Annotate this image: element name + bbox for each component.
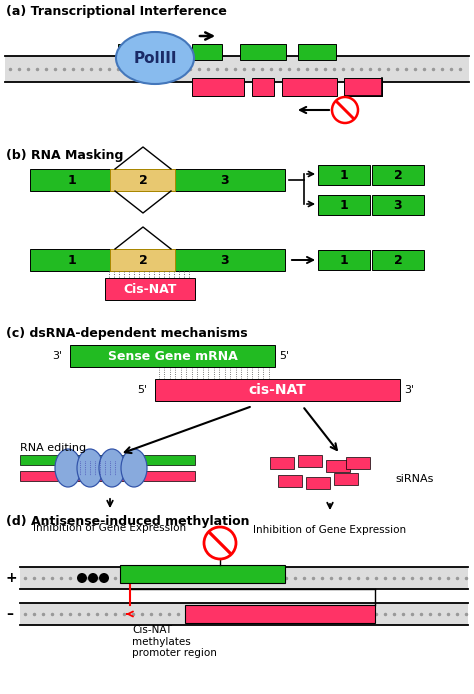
Text: 2: 2 (393, 253, 402, 266)
Text: Sense Gene mRNA: Sense Gene mRNA (108, 350, 237, 362)
Bar (30, 169, 285, 191)
Bar (278, 475, 302, 487)
Ellipse shape (121, 449, 147, 487)
Bar (344, 78, 382, 96)
Text: 1: 1 (68, 253, 76, 266)
Bar (372, 250, 424, 270)
Bar (192, 78, 244, 96)
Bar (326, 460, 350, 472)
Bar (298, 44, 336, 60)
Text: 1: 1 (340, 253, 348, 266)
Bar (318, 195, 370, 215)
Bar (306, 477, 330, 489)
Bar (346, 457, 370, 469)
Text: 2: 2 (138, 253, 147, 266)
Text: 5': 5' (279, 351, 289, 361)
Text: siRNAs: siRNAs (395, 474, 433, 484)
Text: 3: 3 (221, 174, 229, 187)
Text: 3': 3' (404, 385, 414, 395)
Bar (318, 165, 370, 185)
Bar (120, 565, 285, 583)
Bar (372, 165, 424, 185)
Bar (5, 56, 469, 82)
Circle shape (77, 573, 87, 583)
Ellipse shape (99, 449, 125, 487)
Text: (b) RNA Masking: (b) RNA Masking (6, 149, 123, 162)
Ellipse shape (55, 449, 81, 487)
Bar (105, 278, 195, 300)
Text: 2: 2 (393, 169, 402, 182)
Text: 3: 3 (221, 253, 229, 266)
Ellipse shape (116, 32, 194, 84)
Bar (282, 78, 337, 96)
Circle shape (204, 527, 236, 559)
Text: 2: 2 (138, 174, 147, 187)
Text: –: – (6, 607, 13, 621)
Bar (334, 473, 358, 485)
Text: (a) Transcriptional Interference: (a) Transcriptional Interference (6, 5, 227, 18)
Text: 3': 3' (52, 351, 62, 361)
Text: cis-NAT: cis-NAT (249, 383, 306, 397)
Text: Inhibition of Gene Expression: Inhibition of Gene Expression (254, 525, 407, 535)
Text: Cis-NAT: Cis-NAT (123, 282, 177, 296)
Bar (20, 567, 468, 589)
Bar (118, 44, 140, 60)
Text: (d) Antisense-induced methylation: (d) Antisense-induced methylation (6, 515, 249, 528)
Bar (20, 471, 195, 481)
Text: 1: 1 (340, 198, 348, 212)
Text: 3: 3 (394, 198, 402, 212)
Bar (110, 169, 175, 191)
Bar (110, 249, 175, 271)
Bar (240, 44, 286, 60)
Text: PolIII: PolIII (133, 51, 177, 65)
Text: 1: 1 (68, 174, 76, 187)
Bar (252, 78, 274, 96)
Text: +: + (6, 571, 18, 585)
Circle shape (88, 573, 98, 583)
Circle shape (99, 573, 109, 583)
Bar (20, 455, 195, 465)
Circle shape (332, 97, 358, 123)
Bar (20, 603, 468, 625)
Bar (185, 605, 375, 623)
Bar (70, 345, 275, 367)
Bar (155, 379, 400, 401)
Text: 5': 5' (137, 385, 147, 395)
Bar (270, 457, 294, 469)
Bar (372, 195, 424, 215)
Bar (85, 461, 105, 477)
Text: Inhibition of Gene Expression: Inhibition of Gene Expression (34, 523, 187, 533)
Bar (298, 455, 322, 467)
Bar (318, 250, 370, 270)
Text: (c) dsRNA-dependent mechanisms: (c) dsRNA-dependent mechanisms (6, 327, 247, 340)
Text: RNA editing: RNA editing (20, 443, 86, 453)
Text: Cis-NAT
methylates
promoter region: Cis-NAT methylates promoter region (132, 625, 217, 658)
Bar (192, 44, 222, 60)
Ellipse shape (77, 449, 103, 487)
Text: 1: 1 (340, 169, 348, 182)
Bar (30, 249, 285, 271)
